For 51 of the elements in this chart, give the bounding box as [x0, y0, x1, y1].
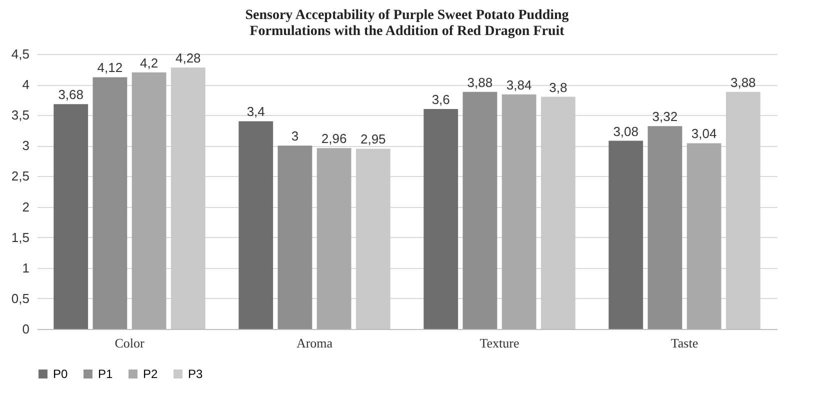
data-label: 3,8 — [549, 80, 568, 95]
x-tick-label: Taste — [670, 336, 698, 350]
y-tick-label: 4 — [22, 77, 30, 92]
y-tick-label: 0 — [22, 322, 30, 336]
y-tick-label: 3,5 — [11, 108, 30, 123]
y-tick-label: 4,5 — [11, 46, 30, 62]
y-tick-label: 2 — [22, 199, 30, 214]
data-label: 3,4 — [246, 104, 265, 120]
bar — [686, 143, 722, 329]
data-label: 3,84 — [506, 77, 532, 92]
data-label: 3,08 — [613, 124, 639, 139]
bar — [132, 72, 166, 329]
x-tick-label: Color — [114, 336, 145, 350]
legend-label: P3 — [188, 367, 204, 381]
data-label: 4,12 — [97, 60, 123, 76]
bar — [238, 121, 274, 329]
bar — [170, 67, 206, 329]
bar — [92, 77, 128, 329]
legend-label: P0 — [53, 367, 68, 381]
bar — [726, 92, 760, 329]
chart-title: Sensory Acceptability of Purple Sweet Potato Pudding Formulations with the Addition of Red Dragon Fruit — [245, 8, 569, 39]
bar — [648, 126, 682, 329]
data-label: 3,88 — [467, 74, 493, 90]
legend-label: P2 — [143, 367, 158, 381]
data-label: 3,32 — [652, 109, 678, 124]
bar — [54, 104, 88, 329]
bar — [540, 96, 576, 329]
x-tick-label: Texture — [480, 336, 520, 350]
data-label: 2,96 — [321, 131, 347, 146]
legend-label: P1 — [98, 367, 114, 381]
data-label: 3,6 — [432, 92, 450, 107]
bar — [502, 94, 536, 329]
bar — [316, 148, 352, 329]
x-tick-label: Aroma — [296, 336, 333, 350]
data-label: 3,88 — [730, 74, 756, 90]
data-label: 2,95 — [360, 132, 386, 147]
y-tick-label: 2,5 — [11, 168, 30, 184]
bar — [608, 140, 644, 329]
bar — [278, 146, 312, 329]
y-tick-label: 1 — [22, 260, 30, 276]
bar — [462, 92, 498, 329]
y-tick-label: 0,5 — [11, 290, 30, 306]
y-tick-label: 1,5 — [11, 230, 30, 245]
bar — [356, 148, 390, 329]
data-label: 3 — [291, 128, 299, 144]
data-label: 4,28 — [175, 50, 201, 66]
data-label: 3,68 — [58, 87, 84, 102]
data-label: 3,04 — [691, 126, 717, 142]
data-label: 4,2 — [140, 55, 158, 70]
y-tick-label: 3 — [22, 138, 30, 154]
bar — [424, 109, 458, 329]
